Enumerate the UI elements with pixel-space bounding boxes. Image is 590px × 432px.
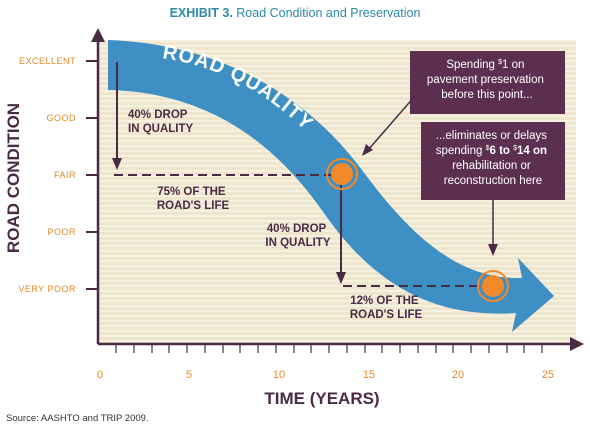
drop1-arrow-head [112,158,122,170]
y-axis-arrowhead [91,28,105,42]
drop2-arrow-head [336,272,346,284]
marker-reconstruction-point [477,270,509,302]
exhibit-title-text: Road Condition and Preservation [232,6,421,20]
callout-box-reconstruction: ...eliminates or delays spending $6 to $… [421,122,565,200]
drop2-label: 40% DROP IN QUALITY [265,223,330,249]
life2-label: 12% OF THE ROAD'S LIFE [350,295,423,321]
y-level-poor: POOR [47,227,76,237]
callout2-pointer-head [488,244,498,256]
callout1-pointer-head [362,144,373,156]
x-tick-25: 25 [542,369,554,381]
x-tick-5: 5 [186,369,192,381]
y-level-ticks [86,60,98,290]
callout1-pointer [367,95,416,151]
x-tick-0: 0 [97,369,103,381]
road-quality-arrow [108,40,554,332]
source-note: Source: AASHTO and TRIP 2009. [6,413,149,424]
y-level-good: GOOD [46,113,76,123]
x-minor-ticks [115,344,543,353]
exhibit-number: EXHIBIT 3. [169,6,233,20]
x-axis-arrowhead [570,337,584,351]
y-axis-title: ROAD CONDITION [4,103,23,253]
life1-label: 75% OF THE ROAD'S LIFE [157,186,230,212]
y-level-fair: FAIR [54,170,76,180]
x-tick-20: 20 [452,369,464,381]
x-axis-title: TIME (YEARS) [264,389,379,408]
svg-text:...eliminates or delays: ...eliminates or delays spending $6 to $… [436,130,551,187]
callout-box-preservation: Spending $1 on pavement preservation bef… [410,51,565,114]
marker-preservation-point [326,158,358,190]
exhibit-title: EXHIBIT 3. Road Condition and Preservati… [0,6,590,20]
y-level-very-poor: VERY POOR [18,284,76,294]
svg-text:Spending $1 on pavemen: Spending $1 on pavement preservation bef… [427,59,547,101]
x-tick-10: 10 [273,369,285,381]
drop1-label: 40% DROP IN QUALITY [128,109,193,135]
y-level-excellent: EXCELLENT [19,56,76,66]
x-tick-15: 15 [363,369,375,381]
